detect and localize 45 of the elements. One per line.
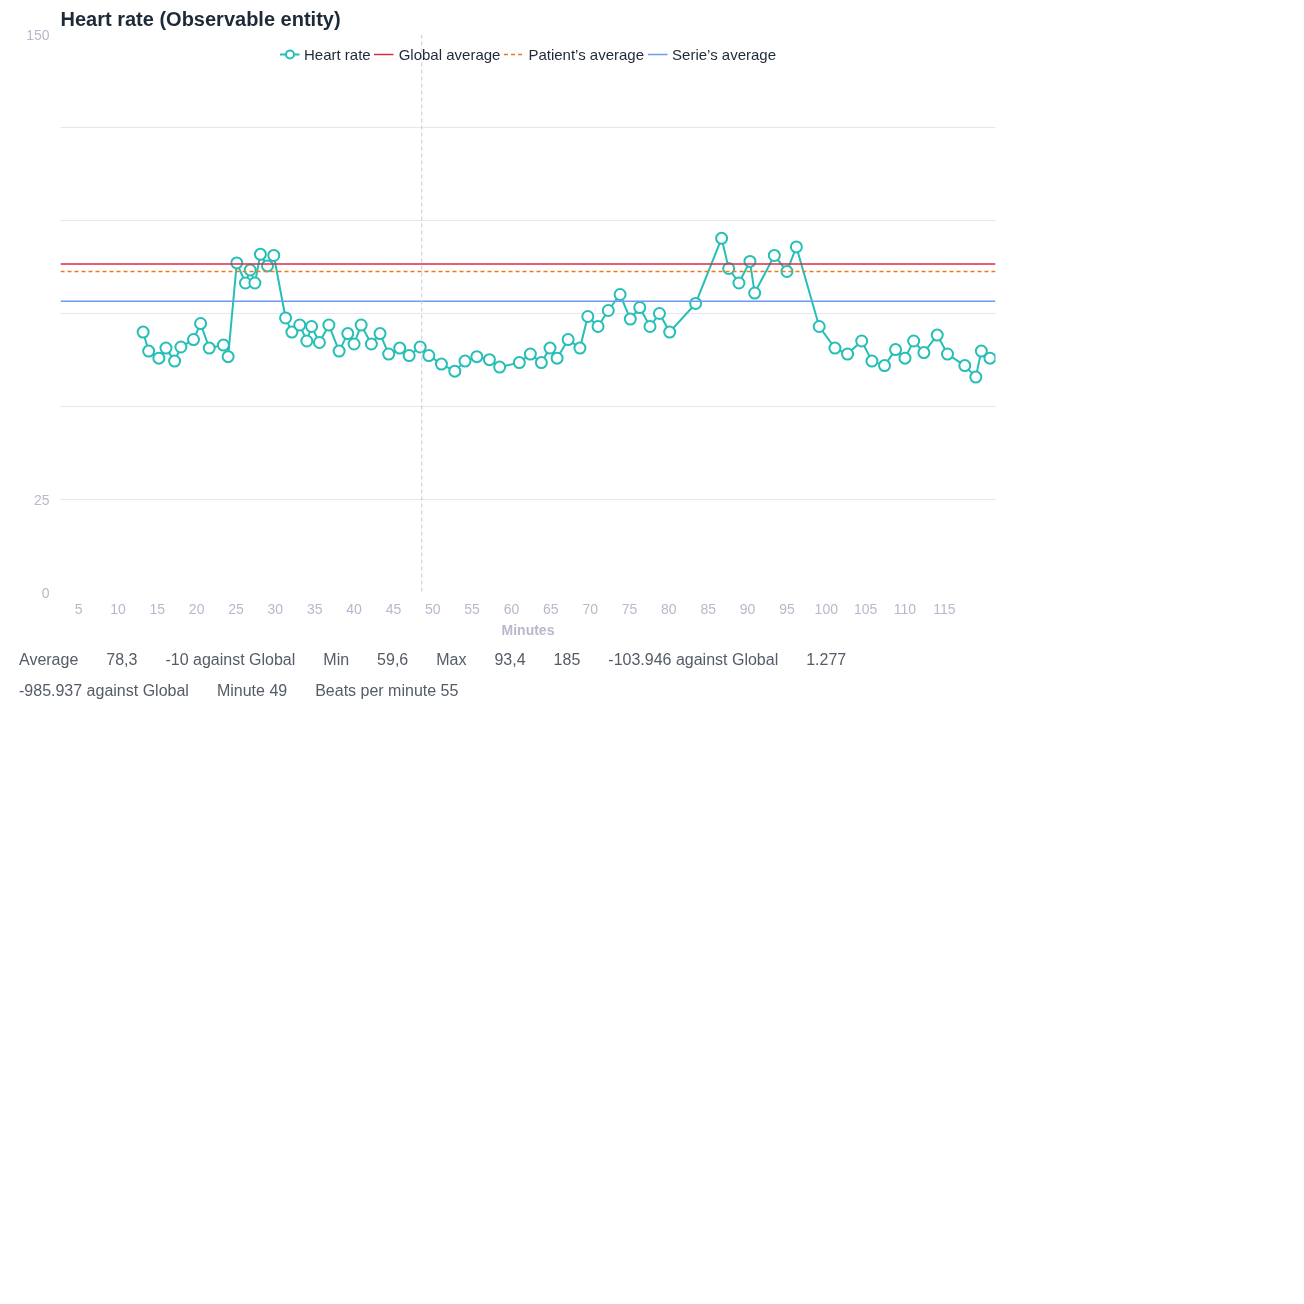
x-tick-label: 25 xyxy=(228,600,245,617)
text: Max xyxy=(436,650,467,670)
x-tick-label: 10 xyxy=(110,600,126,617)
legend-label: Patient’s average xyxy=(528,45,645,63)
x-tick-label: 60 xyxy=(503,600,520,617)
x-tick-label: 40 xyxy=(346,600,363,617)
x-tick-label: 85 xyxy=(700,600,717,617)
text: -985.937 against Global xyxy=(19,680,189,701)
y-tick-label: 0 xyxy=(41,584,50,601)
x-tick-label: 70 xyxy=(582,600,599,617)
text: 185 xyxy=(553,650,581,670)
text: -10 against Global xyxy=(165,650,296,670)
x-tick-label: 35 xyxy=(306,600,323,617)
text: Beats per minute 55 xyxy=(315,680,459,701)
x-tick-label: 5 xyxy=(74,600,83,617)
text: 93,4 xyxy=(494,650,526,670)
chart-title: Heart rate (Observable entity) xyxy=(60,7,341,30)
x-tick-label: 110 xyxy=(893,600,917,617)
x-tick-label: 80 xyxy=(661,600,677,617)
text: -103.946 against Global xyxy=(608,650,779,670)
text: 78,3 xyxy=(106,650,138,670)
text: 1.277 xyxy=(806,650,847,670)
x-axis-title: Minutes xyxy=(501,621,555,638)
x-tick-label: 95 xyxy=(779,600,795,617)
y-tick-label: 150 xyxy=(26,26,50,43)
x-tick-label: 45 xyxy=(385,600,402,617)
x-tick-label: 90 xyxy=(739,600,756,617)
x-tick-label: 55 xyxy=(464,600,481,617)
legend-label: Global average xyxy=(398,45,501,63)
x-tick-label: 20 xyxy=(188,600,205,617)
text: Min xyxy=(323,650,350,670)
legend-label: Heart rate xyxy=(303,45,371,63)
text: Average xyxy=(19,650,79,670)
x-tick-label: 65 xyxy=(543,600,559,617)
x-tick-label: 30 xyxy=(267,600,284,617)
x-tick-label: 100 xyxy=(814,600,839,617)
x-tick-label: 50 xyxy=(424,600,441,617)
y-tick-label: 25 xyxy=(33,491,50,508)
text: 59,6 xyxy=(377,650,409,670)
text: Minute 49 xyxy=(216,680,288,701)
x-tick-label: 15 xyxy=(149,600,166,617)
x-tick-label: 75 xyxy=(621,600,638,617)
legend-label: Serie’s average xyxy=(672,45,777,63)
x-tick-label: 115 xyxy=(933,600,956,617)
x-tick-label: 105 xyxy=(853,600,878,617)
